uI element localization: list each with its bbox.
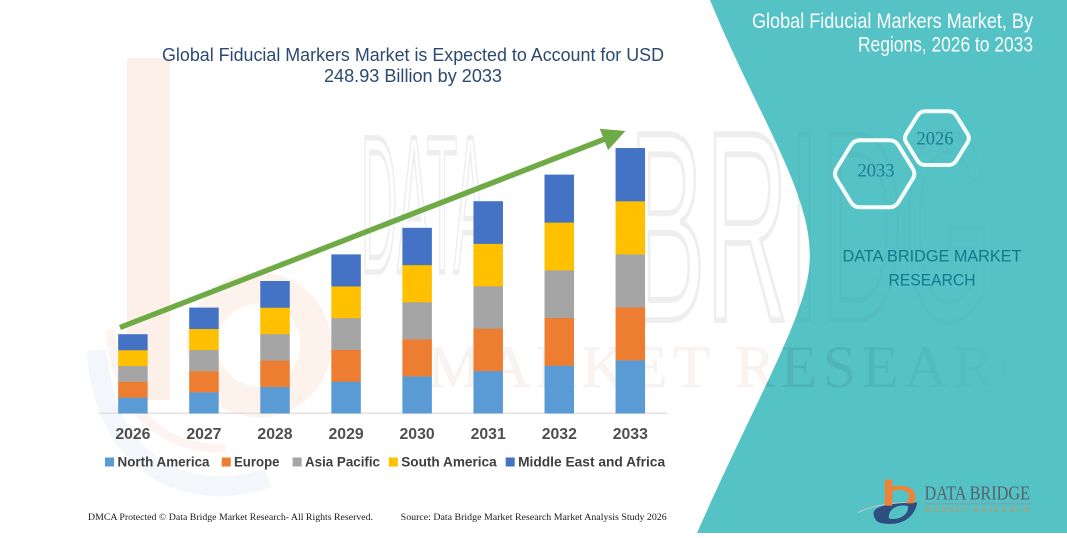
svg-text:Global Fiducial Markers Market: Global Fiducial Markers Market, By	[752, 10, 1033, 33]
svg-text:Europe: Europe	[234, 454, 280, 470]
svg-text:Regions, 2026 to 2033: Regions, 2026 to 2033	[858, 34, 1033, 57]
svg-text:DMCA Protected © Data Bridge M: DMCA Protected © Data Bridge Market Rese…	[88, 512, 373, 523]
svg-text:2033: 2033	[858, 162, 895, 182]
svg-text:2029: 2029	[329, 426, 364, 443]
svg-text:2030: 2030	[400, 426, 435, 443]
svg-text:2026: 2026	[115, 426, 150, 443]
svg-text:2031: 2031	[471, 426, 506, 443]
svg-text:South America: South America	[401, 454, 497, 470]
svg-text:North America: North America	[118, 454, 210, 470]
svg-text:248.93 Billion by 2033: 248.93 Billion by 2033	[324, 66, 502, 86]
svg-text:Source: Data Bridge Market Res: Source: Data Bridge Market Research Mark…	[401, 512, 667, 523]
svg-text:Asia Pacific: Asia Pacific	[305, 454, 380, 470]
svg-text:DATA BRIDGE MARKET: DATA BRIDGE MARKET	[843, 247, 1022, 266]
svg-text:MARKET RESEARCH: MARKET RESEARCH	[925, 506, 1029, 514]
svg-text:2028: 2028	[257, 426, 292, 443]
svg-text:Global Fiducial Markers Market: Global Fiducial Markers Market is Expect…	[162, 45, 664, 65]
svg-text:2027: 2027	[186, 426, 221, 443]
svg-text:2033: 2033	[613, 426, 648, 443]
svg-text:2032: 2032	[542, 426, 577, 443]
svg-text:DATA BRIDGE: DATA BRIDGE	[925, 484, 1031, 505]
svg-text:RESEARCH: RESEARCH	[889, 271, 976, 290]
svg-text:2026: 2026	[917, 130, 954, 150]
svg-text:Middle East and Africa: Middle East and Africa	[518, 454, 665, 470]
